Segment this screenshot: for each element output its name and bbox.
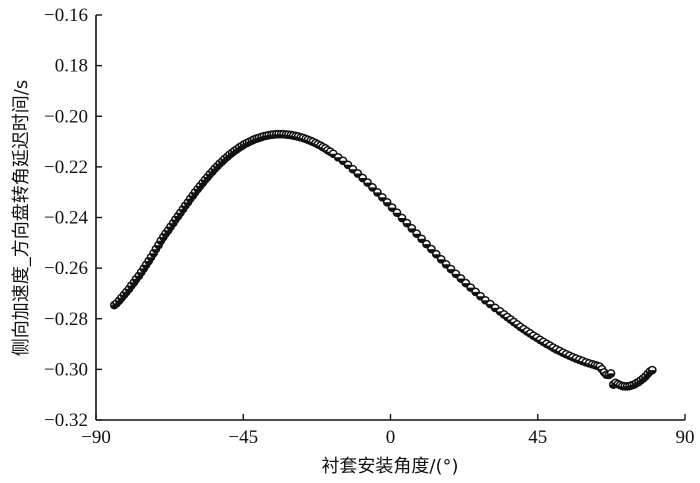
data-point-fill xyxy=(147,257,155,261)
data-point-fill xyxy=(607,373,615,377)
x-axis-label: 衬套安装角度/(°) xyxy=(321,456,458,477)
data-point-fill xyxy=(150,253,158,257)
y-tick-label: −0.26 xyxy=(44,258,88,279)
y-tick-label: −0.16 xyxy=(44,5,88,26)
data-point-fill xyxy=(159,237,167,241)
data-point-fill xyxy=(145,261,153,265)
data-point-fill xyxy=(157,240,165,245)
data-point-fill xyxy=(135,275,143,280)
y-tick-label: −0.28 xyxy=(44,309,88,330)
data-point-fill xyxy=(140,268,148,272)
data-point-fill xyxy=(171,219,180,224)
data-point-fill xyxy=(184,202,192,206)
data-point-fill xyxy=(154,245,163,249)
x-tick-label: 45 xyxy=(528,427,547,448)
data-point-fill xyxy=(142,264,150,269)
data-point-fill xyxy=(176,212,184,217)
y-tick-label: −0.24 xyxy=(44,208,88,229)
y-tick-label: −0.32 xyxy=(44,410,88,431)
data-point-fill xyxy=(169,223,177,227)
x-axis-ticks: −90 −45 0 45 90 xyxy=(81,414,695,448)
x-tick-label: 0 xyxy=(386,427,396,448)
data-point-fill xyxy=(152,249,160,253)
y-tick-label: −0.22 xyxy=(44,157,88,178)
y-axis-label: 侧向加速度_方向盘转角延迟时间/s xyxy=(11,80,32,356)
x-tick-label: −45 xyxy=(228,427,258,448)
x-tick-label: 90 xyxy=(676,427,695,448)
y-tick-label: 0.18 xyxy=(55,56,88,77)
data-points xyxy=(109,129,657,391)
data-point-fill xyxy=(164,230,172,234)
data-point-fill xyxy=(648,370,656,374)
x-tick-label: −90 xyxy=(81,427,111,448)
y-tick-label: −0.20 xyxy=(44,106,88,127)
data-point-fill xyxy=(137,272,145,276)
y-tick-label: −0.30 xyxy=(44,359,88,380)
y-axis-ticks: −0.32 −0.30 −0.28 −0.26 −0.24 −0.22 −0.20 0.18 −… xyxy=(44,5,102,431)
data-point-fill xyxy=(167,226,175,231)
data-point-fill xyxy=(179,209,187,213)
